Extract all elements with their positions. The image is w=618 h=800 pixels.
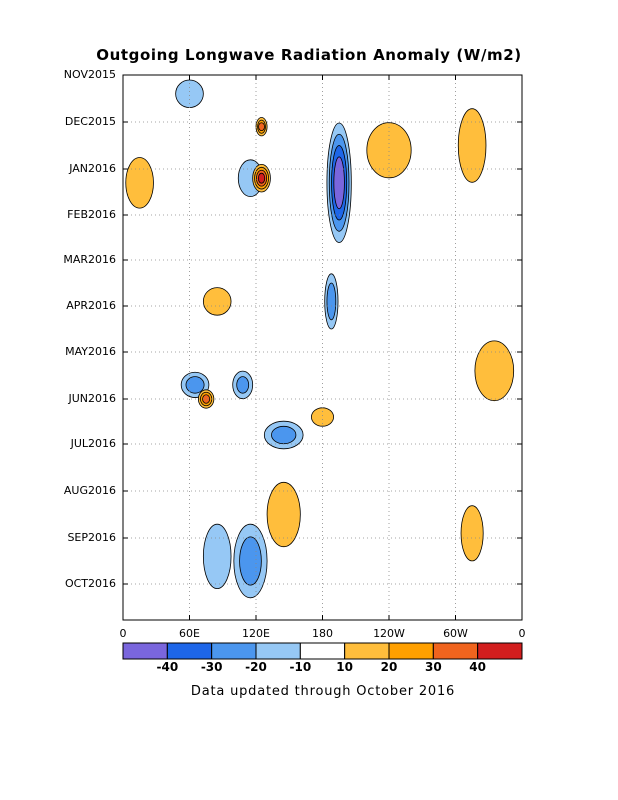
colorbar-label: 40 [469, 660, 486, 674]
colorbar-swatch [432, 642, 479, 660]
anomaly-contour [366, 122, 412, 179]
anomaly-contour [271, 425, 297, 445]
anomaly-contour [266, 481, 301, 548]
x-tick-label: 120W [373, 627, 405, 640]
anomaly-blob [366, 122, 412, 179]
anomaly-contour [333, 156, 345, 210]
y-tick-label: JUL2016 [70, 437, 116, 450]
colorbar-label: 30 [424, 660, 442, 674]
grid [123, 75, 522, 620]
x-tick-label: 180 [312, 627, 333, 640]
anomaly-blob [252, 163, 271, 193]
anomaly-contour [258, 122, 265, 132]
anomaly-contour [125, 157, 154, 209]
colorbar-swatch [388, 642, 434, 660]
colorbar-label: -20 [245, 660, 267, 674]
y-axis-ticks [123, 74, 522, 585]
y-tick-label: JAN2016 [69, 162, 116, 175]
colorbar [122, 642, 523, 660]
anomaly-contour [202, 394, 211, 404]
colorbar-swatch [344, 642, 390, 660]
anomaly-contour [457, 108, 487, 183]
chart-title: Outgoing Longwave Radiation Anomaly (W/m… [96, 46, 522, 64]
anomaly-blob [255, 117, 268, 137]
anomaly-contour [239, 536, 262, 586]
anomaly-blob [197, 389, 215, 409]
anomaly-blob [202, 523, 232, 590]
anomaly-blob [263, 420, 304, 450]
colorbar-label: -40 [156, 660, 179, 674]
y-tick-label: NOV2015 [63, 68, 116, 81]
anomaly-contour [474, 340, 515, 402]
colorbar-swatch [299, 642, 346, 660]
colorbar-label: -10 [289, 660, 312, 674]
y-tick-label: AUG2016 [63, 484, 116, 497]
anomaly-contour [236, 376, 250, 394]
anomaly-contour [257, 172, 266, 184]
anomaly-contour [460, 505, 484, 562]
colorbar-swatch [166, 642, 213, 660]
x-tick-label: 0 [119, 627, 127, 640]
y-tick-label: MAY2016 [65, 345, 116, 358]
x-tick-label: 0 [518, 627, 526, 640]
colorbar-label: 10 [336, 660, 353, 674]
anomaly-contour [185, 376, 205, 394]
anomaly-blob [457, 108, 487, 183]
anomaly-blob [232, 370, 254, 400]
anomaly-field [125, 79, 515, 599]
y-tick-label: OCT2016 [64, 577, 116, 590]
anomaly-blob [125, 157, 154, 209]
anomaly-blob [233, 523, 268, 599]
y-tick-label: JUN2016 [68, 392, 116, 405]
x-tick-label: 60W [443, 627, 468, 640]
anomaly-blob [474, 340, 515, 402]
x-axis-ticks [122, 75, 523, 620]
anomaly-contour [202, 523, 232, 590]
colorbar-swatch [211, 642, 257, 660]
colorbar-swatch [255, 642, 301, 660]
y-tick-label: APR2016 [66, 299, 116, 312]
y-tick-label: DEC2015 [64, 115, 116, 128]
anomaly-blob [326, 122, 352, 243]
x-tick-label: 120E [242, 627, 270, 640]
colorbar-label: -30 [200, 660, 223, 674]
colorbar-label: 20 [380, 660, 398, 674]
anomaly-blob [324, 273, 339, 330]
x-tick-label: 60E [179, 627, 200, 640]
anomaly-blob [460, 505, 484, 562]
colorbar-swatch [477, 642, 523, 660]
anomaly-contour [202, 287, 232, 316]
anomaly-blob [202, 287, 232, 316]
y-tick-label: MAR2016 [63, 253, 116, 266]
y-tick-label: FEB2016 [67, 208, 116, 221]
anomaly-blob [266, 481, 301, 548]
colorbar-swatch [122, 642, 168, 660]
anomaly-blob [180, 371, 210, 398]
anomaly-contour [326, 282, 337, 321]
y-tick-label: SEP2016 [67, 531, 116, 544]
data-updated-note: Data updated through October 2016 [190, 684, 456, 699]
